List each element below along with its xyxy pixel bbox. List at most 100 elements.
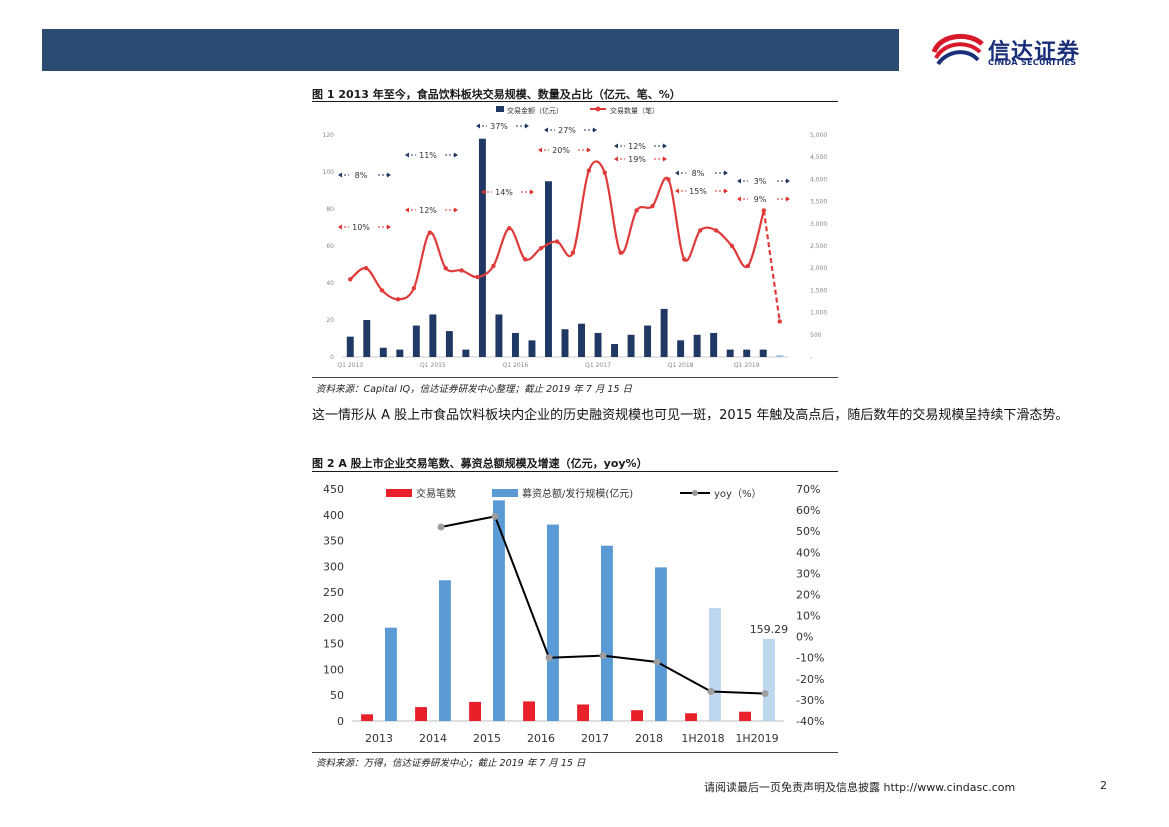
y-left-tick-label: 50 [330,689,344,702]
legend-swatch-trades [386,489,412,497]
x-tick-label: 2014 [419,732,447,745]
line-count-point [650,203,655,209]
bar-trades [415,707,427,721]
x-tick-label: 2013 [365,732,393,745]
y-right-tick-label: 20% [796,588,820,601]
body-paragraph: 这一情形从 A 股上市食品饮料板块内企业的历史融资规模也可见一斑，2015 年触… [312,408,1069,423]
figure2-source: 资料来源：万得，信达证券研发中心；截止 2019 年 7 月 15 日 [316,758,586,769]
line-count-point [698,228,703,233]
line-count-point [729,243,735,249]
annotation-label: 15% [689,187,707,196]
y-right-tick-label: 10% [796,610,820,623]
bar-amount [759,349,767,357]
data-label-raised: 159.29 [750,623,789,636]
annotation-label: 27% [558,126,576,135]
legend-label-count: 交易数量（笔） [610,106,659,115]
bar-amount [495,314,503,357]
annotation-label: 8% [355,171,368,180]
x-tick-label: Q1 2019 [734,362,760,369]
line-count-point [348,277,353,282]
annotation-label: 10% [352,223,370,232]
y-left-tick-label: 200 [323,612,344,625]
annotation-label: 14% [495,188,513,197]
annotation-arrowhead-left [737,196,741,202]
bar-amount [462,349,470,357]
line-count-point [666,177,671,182]
annotation-arrowhead-right [387,224,391,230]
annotation-arrowhead-left [614,156,618,162]
line-count-point [427,230,432,235]
line-count-projection [762,210,781,322]
legend-label-amount: 交易金额（亿元） [507,106,563,115]
y-left-tick-label: 400 [323,509,344,522]
x-tick-label: Q1 2017 [585,362,611,369]
y-right-tick-label: 60% [796,504,820,517]
y-right-tick-label: 3,500 [810,199,827,206]
annotation-arrowhead-left [476,123,480,129]
bar-trades [685,713,697,721]
line-count-series [349,160,765,301]
bar-amount [445,331,453,357]
annotation-label: 12% [628,142,646,151]
y-right-tick-label: -30% [796,694,824,707]
annotation-arrowhead-left [338,224,342,230]
bar-amount [776,355,784,357]
annotation-label: 9% [754,195,767,204]
figure2-top-rule [312,471,838,472]
bar-raised [601,545,613,721]
line-count-point [745,263,751,269]
line-count-point [411,285,417,291]
line-yoy-point [599,652,607,660]
annotation-arrowhead-right [587,147,591,153]
bar-amount [627,334,635,357]
annotation-label: 12% [419,206,437,215]
legend-marker-yoy [692,490,698,496]
figure2-title: 图 2 A 股上市企业交易笔数、募资总额规模及增速（亿元，yoy%） [312,457,648,470]
y-right-tick-label: 30% [796,567,820,580]
header-band [42,29,899,71]
bar-raised [439,580,451,721]
line-count-point [777,319,782,324]
line-count-point [475,274,480,280]
annotation-arrowhead-right [663,143,667,149]
y-right-tick-label: 4,500 [810,154,827,161]
line-count-point [602,170,607,175]
x-tick-label: Q1 2015 [420,362,446,369]
y-right-tick-label: 5,000 [810,132,827,139]
y-right-tick-label: 50% [796,525,820,538]
x-tick-label: 2016 [527,732,555,745]
legend-label-yoy: yoy（%） [714,488,761,500]
legend-label-trades: 交易笔数 [416,487,456,500]
annotation-arrowhead-left [614,143,618,149]
line-yoy-point [653,658,661,666]
y-left-tick-label: 150 [323,638,344,651]
cinda-logo-icon [931,33,984,66]
y-right-tick-label: -20% [796,673,824,686]
legend-swatch-amount [496,106,504,112]
bar-raised [709,608,721,721]
y-right-tick-label: 70% [796,483,820,496]
y-right-tick-label: 2,000 [810,265,827,272]
annotation-arrowhead-left [737,178,741,184]
line-yoy-point [491,512,499,520]
x-tick-label: 2015 [473,732,501,745]
annotation-label: 19% [628,155,646,164]
y-right-tick-label: -10% [796,652,824,665]
bar-trades [523,701,535,721]
y-right-tick-label: 0% [796,631,813,644]
annotation-arrowhead-left [675,188,679,194]
y-left-tick-label: 100 [323,663,344,676]
bar-amount [644,325,652,357]
x-tick-label: 2017 [581,732,609,745]
figure1-source: 资料来源：Capital IQ，信达证券研发中心整理；截止 2019 年 7 月… [316,384,633,395]
annotation-arrowhead-left [544,127,548,133]
y-right-tick-label: - [810,354,812,361]
line-count-point [363,266,369,271]
bar-amount [478,138,486,357]
annotation-arrowhead-left [405,152,409,158]
bar-amount [677,340,685,357]
x-tick-label: Q1 2013 [337,362,363,369]
line-count-point [618,250,623,255]
footer-disclaimer: 请阅读最后一页免责声明及信息披露 http://www.cindasc.com [704,781,1016,794]
line-count-point [379,288,385,293]
